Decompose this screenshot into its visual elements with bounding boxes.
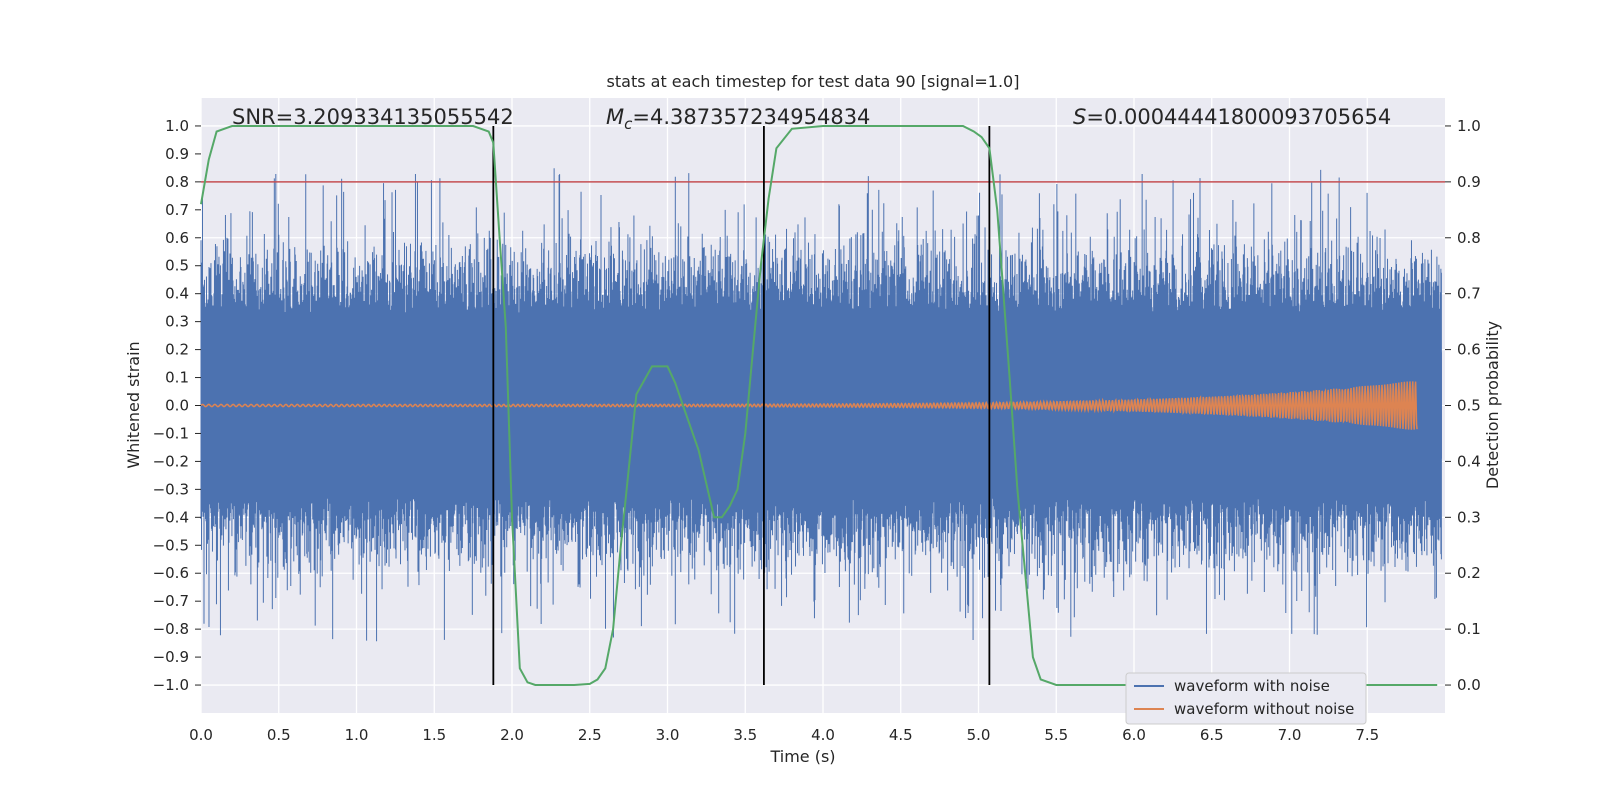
- x-tick-label-9: 4.5: [889, 726, 913, 744]
- y-tick-label-11: −0.1: [153, 424, 189, 442]
- x-tick-label-15: 7.5: [1355, 726, 1379, 744]
- y-tick-label-6: 0.4: [165, 285, 189, 303]
- x-tick-label-3: 1.5: [422, 726, 446, 744]
- y-tick-label-13: −0.3: [153, 480, 189, 498]
- x-tick-label-12: 6.0: [1122, 726, 1146, 744]
- y2-tick-label-7: 0.3: [1457, 508, 1481, 526]
- y-tick-label-16: −0.6: [153, 564, 189, 582]
- series-detection-probability: [200, 125, 1438, 686]
- y-tick-label-9: 0.1: [165, 369, 189, 387]
- y-tick-label-1: 0.9: [165, 145, 189, 163]
- y-tick-label-8: 0.2: [165, 341, 189, 359]
- legend-label-noise: waveform with noise: [1174, 677, 1330, 695]
- y2-axis-ticks: 1.0 0.9 0.8 0.7 0.6 0.5 0.4 0.3 0.2 0.1 0.0: [1445, 117, 1481, 694]
- y-tick-label-14: −0.4: [153, 508, 189, 526]
- x-tick-label-0: 0.0: [189, 726, 213, 744]
- x-tick-label-2: 1.0: [345, 726, 369, 744]
- y2-tick-label-10: 0.0: [1457, 676, 1481, 694]
- x-tick-label-4: 2.0: [500, 726, 524, 744]
- y-tick-label-3: 0.7: [165, 201, 189, 219]
- x-tick-label-1: 0.5: [267, 726, 291, 744]
- y2-tick-label-8: 0.2: [1457, 564, 1481, 582]
- y2-tick-label-3: 0.7: [1457, 285, 1481, 303]
- y-tick-label-18: −0.8: [153, 620, 189, 638]
- clean-trace: [200, 381, 1418, 430]
- s-annotation: S=0.00044441800093705654: [1073, 105, 1391, 129]
- y2-axis-label: Detection probability: [1483, 321, 1502, 489]
- legend-label-clean: waveform without noise: [1174, 700, 1354, 718]
- mc-annotation: Mc=4.387357234954834: [606, 105, 870, 133]
- chart-title: stats at each timestep for test data 90 …: [607, 72, 1020, 91]
- x-tick-label-8: 4.0: [811, 726, 835, 744]
- x-tick-label-6: 3.0: [656, 726, 680, 744]
- y-tick-label-12: −0.2: [153, 452, 189, 470]
- x-tick-label-14: 7.0: [1278, 726, 1302, 744]
- y-tick-label-10: 0.0: [165, 397, 189, 415]
- probability-line: [200, 125, 1438, 686]
- snr-annotation: SNR=3.209334135055542: [232, 105, 514, 129]
- x-tick-label-13: 6.5: [1200, 726, 1224, 744]
- y-axis-label: Whitened strain: [124, 341, 143, 468]
- x-tick-label-7: 3.5: [733, 726, 757, 744]
- y-tick-label-7: 0.3: [165, 313, 189, 331]
- series-waveform-without-noise: [200, 381, 1418, 430]
- y2-tick-label-9: 0.1: [1457, 620, 1481, 638]
- x-tick-label-11: 5.5: [1044, 726, 1068, 744]
- y-tick-label-20: −1.0: [153, 676, 189, 694]
- y2-tick-label-2: 0.8: [1457, 229, 1481, 247]
- y-tick-label-15: −0.5: [153, 536, 189, 554]
- y2-tick-label-0: 1.0: [1457, 117, 1481, 135]
- x-tick-label-10: 5.0: [967, 726, 991, 744]
- y2-tick-label-1: 0.9: [1457, 173, 1481, 191]
- y-tick-label-19: −0.9: [153, 648, 189, 666]
- x-axis-ticks: 0.0 0.5 1.0 1.5 2.0 2.5 3.0 3.5 4.0 4.5 5.0 5.5 6.0 6…: [189, 726, 1379, 744]
- y-tick-label-5: 0.5: [165, 257, 189, 275]
- y-tick-label-2: 0.8: [165, 173, 189, 191]
- x-axis-label: Time (s): [769, 747, 835, 766]
- y2-tick-label-5: 0.5: [1457, 397, 1481, 415]
- y-tick-label-0: 1.0: [165, 117, 189, 135]
- y2-tick-label-4: 0.6: [1457, 341, 1481, 359]
- y-tick-label-17: −0.7: [153, 592, 189, 610]
- vertical-markers: [492, 125, 991, 686]
- y-axis-ticks: 1.0 0.9 0.8 0.7 0.6 0.5 0.4 0.3 0.2 0.1 0.0 −0.1 −0.…: [153, 117, 201, 694]
- y2-tick-label-6: 0.4: [1457, 452, 1481, 470]
- x-tick-label-5: 2.5: [578, 726, 602, 744]
- legend-box: [1125, 672, 1367, 725]
- y-tick-label-4: 0.6: [165, 229, 189, 247]
- legend: waveform with noise waveform without noi…: [1125, 672, 1367, 725]
